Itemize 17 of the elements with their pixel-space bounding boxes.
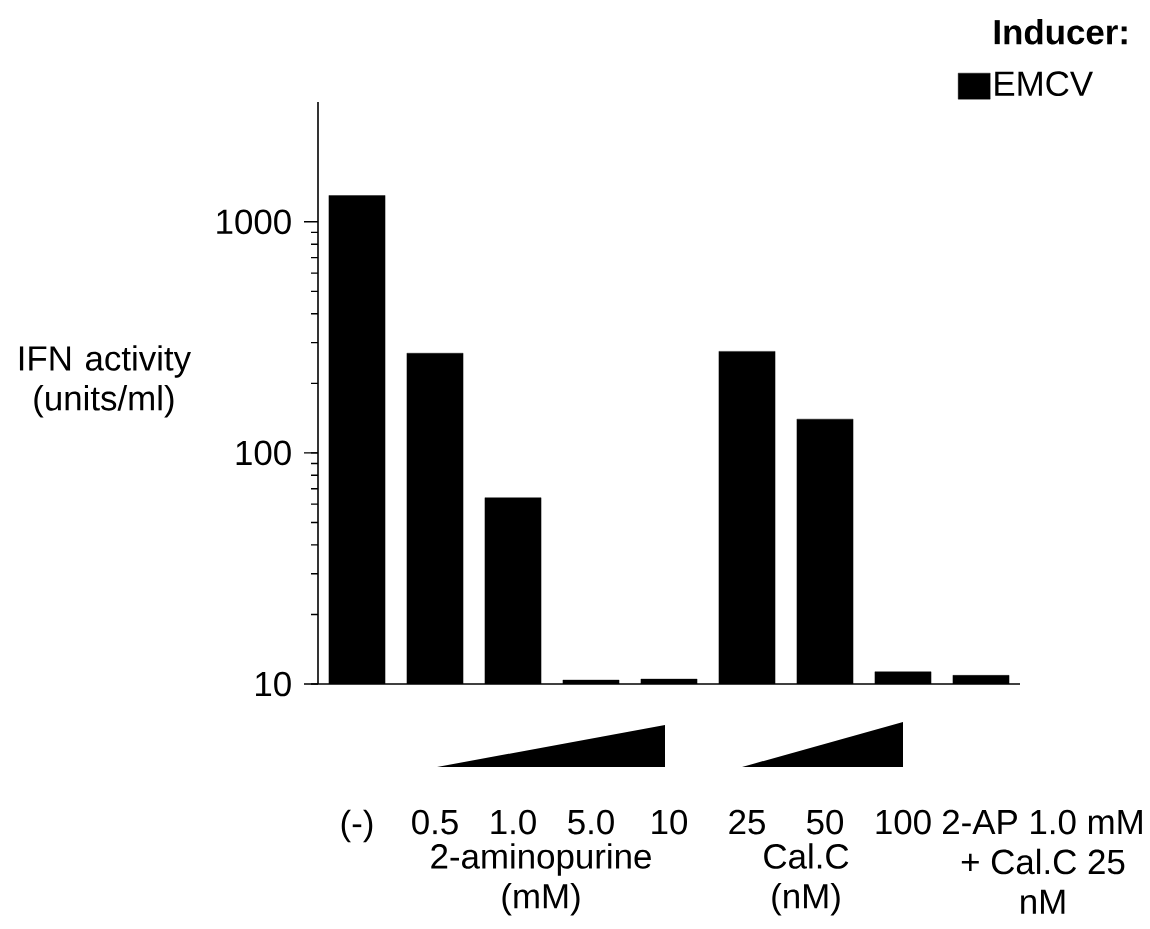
legend-title: Inducer: (994, 18, 1127, 45)
y-tick-label: 100 (236, 440, 291, 466)
x-tick-label: 0.5 (412, 809, 458, 835)
x-tick-label: 5.0 (568, 809, 614, 835)
text: 2-aminopurine (mM) (431, 843, 651, 916)
x-tick-label: 2-AP 1.0 mM + Cal.C 25 nM (943, 809, 1142, 914)
y-axis-title: IFN activity (units/ml) (19, 345, 191, 418)
legend-label: EMCV (995, 71, 1093, 97)
x-tick-label: 50 (807, 809, 844, 835)
x-tick-label: (-) (341, 809, 373, 843)
y-tick-label: 10 (256, 671, 291, 697)
text: Cal.C (nM) (764, 843, 849, 916)
x-tick-label: 10 (652, 809, 688, 835)
y-tick-label: 1000 (217, 209, 291, 235)
x-tick-label: 25 (729, 809, 765, 835)
x-tick-label: 1.0 (491, 809, 536, 835)
x-tick-label: 100 (876, 809, 931, 835)
